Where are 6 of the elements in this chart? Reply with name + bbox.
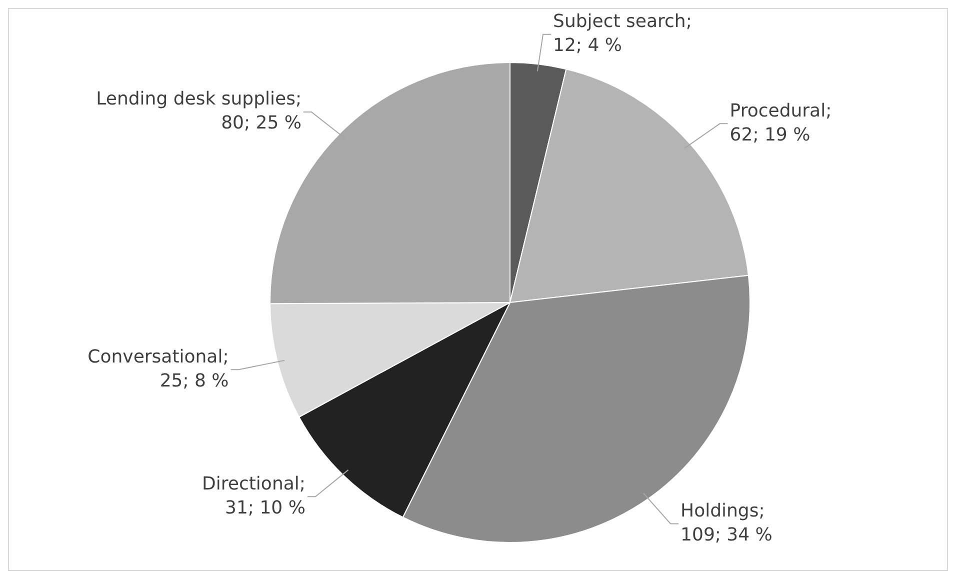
- slice-label: Procedural; 62; 19 %: [730, 100, 832, 146]
- slice-label: Conversational; 25; 8 %: [88, 346, 229, 392]
- slice-label: Holdings; 109; 34 %: [680, 500, 772, 546]
- slice-label: Directional; 31; 10 %: [202, 473, 306, 518]
- slice-label: Subject search; 12; 4 %: [553, 11, 692, 56]
- slice-label: Lending desk supplies; 80; 25 %: [96, 88, 302, 134]
